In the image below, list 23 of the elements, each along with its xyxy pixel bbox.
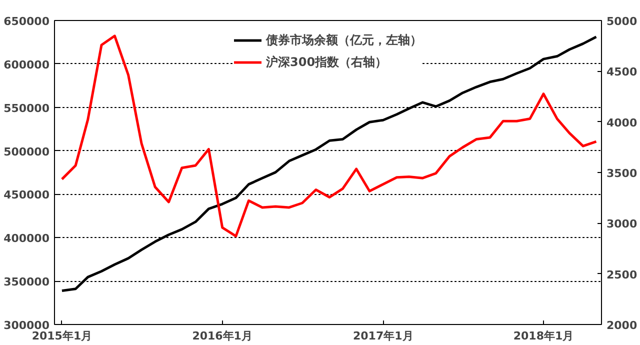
line-series bbox=[60, 34, 598, 238]
y-tick-label: 400000 bbox=[4, 232, 50, 246]
y-tick-label: 300000 bbox=[4, 319, 50, 332]
y2-tick-label: 4500 bbox=[606, 66, 638, 79]
y2-tick-label: 2000 bbox=[606, 319, 638, 332]
y2-tick-label: 4000 bbox=[606, 116, 638, 130]
y2-tick-label: 3000 bbox=[606, 218, 638, 231]
legend-label: 债券市场余额（亿元，左轴） bbox=[266, 32, 422, 48]
y-tick-label: 450000 bbox=[4, 188, 50, 202]
x-tick-label: 2018年1月 bbox=[513, 330, 574, 342]
y-tick-label: 350000 bbox=[4, 276, 50, 289]
y2-tick-label: 2500 bbox=[606, 268, 638, 282]
y-tick-label: 550000 bbox=[4, 102, 50, 115]
x-tick-label: 2016年1月 bbox=[192, 330, 252, 342]
y-tick-label: 600000 bbox=[4, 58, 50, 72]
legend-label: 沪深300指数（右轴） bbox=[266, 54, 388, 70]
line-series bbox=[60, 36, 598, 292]
x-tick-label: 2015年1月 bbox=[32, 330, 92, 342]
y2-tick-label: 3500 bbox=[606, 167, 638, 180]
y2-tick-label: 5000 bbox=[606, 15, 638, 28]
x-tick-label: 2017年1月 bbox=[353, 330, 414, 342]
y-tick-label: 500000 bbox=[4, 145, 50, 158]
y-tick-label: 650000 bbox=[4, 15, 50, 28]
